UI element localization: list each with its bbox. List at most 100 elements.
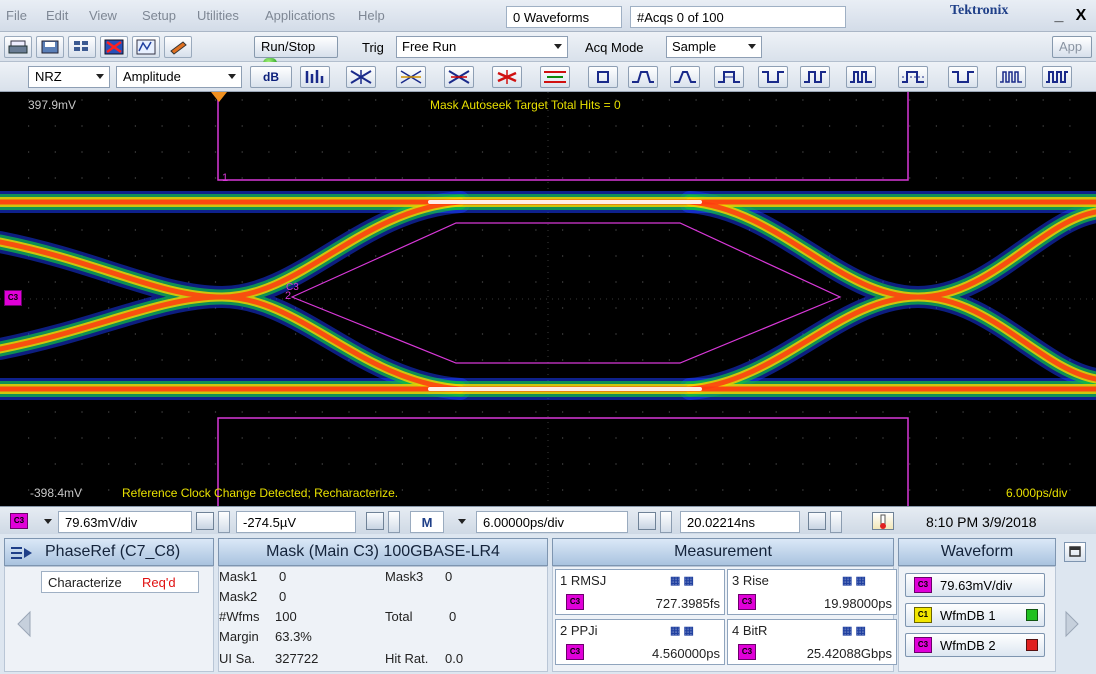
menu-setup[interactable]: Setup [142, 8, 176, 23]
rise-time-icon[interactable] [628, 66, 658, 88]
channel-c3-marker[interactable]: C3 [4, 290, 22, 306]
measurement-rmsj[interactable]: 1 RMSJ C3 727.3985fs ▦ ▦ [555, 569, 725, 615]
menu-edit[interactable]: Edit [46, 8, 69, 23]
reference-clock-message: Reference Clock Change Detected; Rechara… [122, 486, 399, 500]
measurement-panel: 1 RMSJ C3 727.3985fs ▦ ▦ 3 Rise C3 19.98… [552, 566, 897, 672]
horizontal-scale-spinner[interactable] [660, 511, 672, 533]
eye-height-icon[interactable] [540, 66, 570, 88]
print-icon[interactable] [4, 36, 32, 58]
chevron-down-icon[interactable] [44, 519, 52, 524]
multi-pulse-icon[interactable] [1042, 66, 1072, 88]
menu-view[interactable]: View [89, 8, 117, 23]
scroll-right-icon[interactable] [1064, 610, 1082, 638]
waveform-db2[interactable]: C3 WfmDB 2 [905, 633, 1045, 657]
measurement-toolbar: NRZ Amplitude dB [0, 62, 1096, 92]
measurement-label: 1 RMSJ [560, 573, 607, 588]
measurement-rise[interactable]: 3 Rise C3 19.98000ps ▦ ▦ [727, 569, 897, 615]
stats-icon[interactable]: ▦ ▦ [842, 575, 866, 587]
period-icon[interactable] [800, 66, 830, 88]
db2-status-icon [1026, 639, 1038, 651]
measurement-type-select[interactable]: Amplitude [116, 66, 242, 88]
panel-restore-icon[interactable] [1064, 542, 1086, 562]
trig-mode-select[interactable]: Free Run [396, 36, 568, 58]
mask-panel-header[interactable]: Mask (Main C3) 100GBASE-LR4 [218, 538, 548, 566]
channel-c3-select[interactable]: C3 [10, 513, 28, 529]
save-icon[interactable] [36, 36, 64, 58]
jitter-red-icon[interactable] [492, 66, 522, 88]
measurement-value: 4.560000ps [652, 646, 720, 661]
fall-time-icon[interactable] [670, 66, 700, 88]
waveform-c3-scale[interactable]: C3 79.63mV/div [905, 573, 1045, 597]
mask2-value: 0 [279, 589, 287, 604]
vertical-scale-field[interactable]: 79.63mV/div [58, 511, 192, 533]
vertical-offset-spinner[interactable] [388, 511, 400, 533]
menu-utilities[interactable]: Utilities [197, 8, 239, 23]
burst-width-icon[interactable] [996, 66, 1026, 88]
frequency-icon[interactable] [846, 66, 876, 88]
negative-pulse-icon[interactable] [758, 66, 788, 88]
characterize-button[interactable]: Characterize Req'd [41, 571, 199, 593]
mask-region-1-label: 1 [222, 172, 229, 184]
eye-crossing-red [0, 199, 1096, 392]
ui-samples-value: 327722 [275, 651, 319, 666]
math-waveform-button[interactable]: M [410, 511, 444, 533]
acq-mode-select[interactable]: Sample [666, 36, 762, 58]
eye-crossing-icon[interactable] [396, 66, 426, 88]
horizontal-scale-field[interactable]: 6.00000ps/div [476, 511, 628, 533]
stats-icon[interactable]: ▦ ▦ [670, 625, 694, 637]
pulse-width-icon[interactable] [714, 66, 744, 88]
menu-bar: File Edit View Setup Utilities Applicati… [0, 0, 1096, 32]
menu-applications[interactable]: Applications [265, 8, 336, 23]
waveform-panel-header[interactable]: Waveform [898, 538, 1056, 566]
keypad-icon[interactable] [808, 512, 826, 530]
acq-mode-value: Sample [672, 39, 717, 54]
acquisition-count: #Acqs 0 of 100 [630, 6, 846, 28]
signal-coding-select[interactable]: NRZ [28, 66, 110, 88]
run-stop-button[interactable]: Run/Stop [254, 36, 338, 68]
close-button[interactable]: X [1075, 7, 1087, 24]
duty-cycle-icon[interactable] [898, 66, 928, 88]
setup-grid-icon[interactable] [68, 36, 96, 58]
thermometer-icon[interactable] [872, 512, 894, 530]
menu-file[interactable]: File [6, 8, 27, 23]
keypad-icon[interactable] [196, 512, 214, 530]
pulse-icon[interactable] [588, 66, 618, 88]
waveform-title: Waveform [940, 543, 1014, 560]
clear-data-icon[interactable] [100, 36, 128, 58]
minimize-button[interactable]: _ [1054, 7, 1064, 24]
keypad-icon[interactable] [638, 512, 656, 530]
stats-icon[interactable]: ▦ ▦ [670, 575, 694, 587]
stats-icon[interactable]: ▦ ▦ [842, 625, 866, 637]
phaseref-panel-header[interactable]: PhaseRef (C7_C8) [4, 538, 214, 566]
scroll-left-icon[interactable] [14, 610, 32, 638]
default-setup-icon[interactable] [164, 36, 192, 58]
crossing-icon[interactable] [948, 66, 978, 88]
measurement-ppji[interactable]: 2 PPJi C3 4.560000ps ▦ ▦ [555, 619, 725, 665]
app-button[interactable]: App [1052, 36, 1092, 58]
trigger-position-marker-icon[interactable] [211, 92, 227, 104]
horizontal-position-spinner[interactable] [830, 511, 842, 533]
chevron-down-icon[interactable] [458, 519, 466, 524]
jitter-histogram-icon[interactable] [300, 66, 330, 88]
menu-help[interactable]: Help [358, 8, 385, 23]
decibel-button[interactable]: dB [250, 66, 292, 88]
horizontal-position-field[interactable]: 20.02214ns [680, 511, 800, 533]
bottom-panels: PhaseRef (C7_C8) Characterize Req'd Mask… [0, 534, 1096, 674]
characterize-status: Req'd [142, 575, 176, 590]
vertical-scale-spinner[interactable] [218, 511, 230, 533]
run-stop-label: Run/Stop [261, 39, 316, 54]
keypad-icon[interactable] [366, 512, 384, 530]
autoset-icon[interactable] [132, 36, 160, 58]
eye-width-icon[interactable] [444, 66, 474, 88]
vertical-offset-field[interactable]: -274.5µV [236, 511, 356, 533]
scope-display[interactable]: 397.9mV Mask Autoseek Target Total Hits … [0, 92, 1096, 506]
channel-c3-chip: C3 [914, 637, 932, 653]
app-label: App [1059, 39, 1083, 54]
measurement-panel-header[interactable]: Measurement [552, 538, 894, 566]
waveform-db1[interactable]: C1 WfmDB 1 [905, 603, 1045, 627]
mask3-value: 0 [445, 569, 453, 584]
channel-c3-chip: C3 [738, 594, 756, 610]
waveform-db1-label: WfmDB 1 [940, 608, 996, 623]
measurement-bitrate[interactable]: 4 BitR C3 25.42088Gbps ▦ ▦ [727, 619, 897, 665]
eye-amplitude-icon[interactable] [346, 66, 376, 88]
